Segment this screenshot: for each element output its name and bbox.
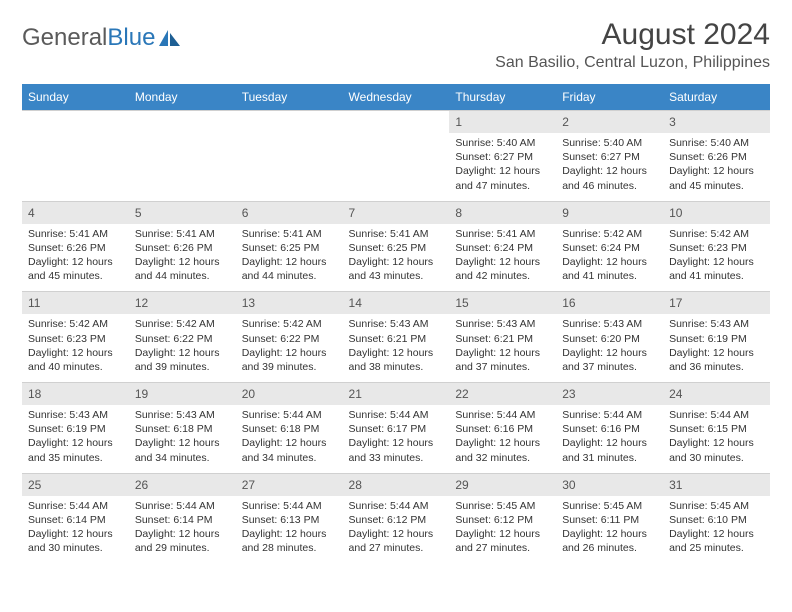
- month-title: August 2024: [495, 18, 770, 52]
- day-body-cell: Sunrise: 5:44 AMSunset: 6:14 PMDaylight:…: [22, 496, 129, 564]
- day-number-row: 18192021222324: [22, 383, 770, 406]
- day-number-cell: 15: [449, 292, 556, 315]
- day-number-cell: 16: [556, 292, 663, 315]
- day-of-week-cell: Monday: [129, 84, 236, 111]
- day-number-cell: 17: [663, 292, 770, 315]
- day-body-cell: [129, 133, 236, 201]
- day-body-cell: Sunrise: 5:45 AMSunset: 6:10 PMDaylight:…: [663, 496, 770, 564]
- day-body-cell: Sunrise: 5:44 AMSunset: 6:17 PMDaylight:…: [343, 405, 450, 473]
- calendar-body: 123Sunrise: 5:40 AMSunset: 6:27 PMDaylig…: [22, 111, 770, 564]
- day-body-cell: Sunrise: 5:44 AMSunset: 6:16 PMDaylight:…: [449, 405, 556, 473]
- day-number-cell: 29: [449, 473, 556, 496]
- day-of-week-cell: Sunday: [22, 84, 129, 111]
- day-body-cell: Sunrise: 5:41 AMSunset: 6:24 PMDaylight:…: [449, 224, 556, 292]
- day-body-row: Sunrise: 5:44 AMSunset: 6:14 PMDaylight:…: [22, 496, 770, 564]
- day-number-cell: 4: [22, 201, 129, 224]
- day-body-cell: Sunrise: 5:41 AMSunset: 6:25 PMDaylight:…: [236, 224, 343, 292]
- logo: GeneralBlue: [22, 24, 181, 52]
- header: GeneralBlue August 2024 San Basilio, Cen…: [22, 18, 770, 72]
- day-body-row: Sunrise: 5:40 AMSunset: 6:27 PMDaylight:…: [22, 133, 770, 201]
- day-body-cell: Sunrise: 5:43 AMSunset: 6:19 PMDaylight:…: [663, 314, 770, 382]
- day-number-cell: 18: [22, 383, 129, 406]
- day-body-cell: Sunrise: 5:45 AMSunset: 6:11 PMDaylight:…: [556, 496, 663, 564]
- day-number-cell: 22: [449, 383, 556, 406]
- day-number-row: 11121314151617: [22, 292, 770, 315]
- day-body-cell: [22, 133, 129, 201]
- day-number-cell: 7: [343, 201, 450, 224]
- day-number-cell: 12: [129, 292, 236, 315]
- day-body-cell: Sunrise: 5:42 AMSunset: 6:22 PMDaylight:…: [236, 314, 343, 382]
- day-number-cell: 20: [236, 383, 343, 406]
- day-number-row: 45678910: [22, 201, 770, 224]
- day-body-cell: Sunrise: 5:44 AMSunset: 6:13 PMDaylight:…: [236, 496, 343, 564]
- day-of-week-cell: Friday: [556, 84, 663, 111]
- day-body-cell: Sunrise: 5:43 AMSunset: 6:21 PMDaylight:…: [343, 314, 450, 382]
- day-number-cell: 6: [236, 201, 343, 224]
- day-number-cell: 9: [556, 201, 663, 224]
- day-number-cell: [236, 111, 343, 134]
- day-number-cell: 26: [129, 473, 236, 496]
- day-number-cell: [22, 111, 129, 134]
- day-number-cell: 14: [343, 292, 450, 315]
- day-body-cell: [236, 133, 343, 201]
- day-number-cell: 23: [556, 383, 663, 406]
- day-body-cell: Sunrise: 5:40 AMSunset: 6:27 PMDaylight:…: [556, 133, 663, 201]
- day-number-cell: [343, 111, 450, 134]
- day-number-cell: 8: [449, 201, 556, 224]
- day-number-cell: 13: [236, 292, 343, 315]
- logo-text: GeneralBlue: [22, 24, 155, 52]
- logo-text-blue: Blue: [107, 24, 155, 51]
- day-number-cell: 24: [663, 383, 770, 406]
- day-body-cell: Sunrise: 5:44 AMSunset: 6:18 PMDaylight:…: [236, 405, 343, 473]
- day-body-cell: Sunrise: 5:41 AMSunset: 6:25 PMDaylight:…: [343, 224, 450, 292]
- day-number-row: 123: [22, 111, 770, 134]
- logo-text-gray: General: [22, 24, 107, 51]
- day-of-week-row: SundayMondayTuesdayWednesdayThursdayFrid…: [22, 84, 770, 111]
- day-number-cell: 2: [556, 111, 663, 134]
- day-number-cell: 27: [236, 473, 343, 496]
- title-block: August 2024 San Basilio, Central Luzon, …: [495, 18, 770, 72]
- day-body-cell: Sunrise: 5:43 AMSunset: 6:21 PMDaylight:…: [449, 314, 556, 382]
- day-body-cell: Sunrise: 5:41 AMSunset: 6:26 PMDaylight:…: [22, 224, 129, 292]
- day-body-cell: Sunrise: 5:44 AMSunset: 6:14 PMDaylight:…: [129, 496, 236, 564]
- day-body-cell: Sunrise: 5:41 AMSunset: 6:26 PMDaylight:…: [129, 224, 236, 292]
- day-number-cell: 5: [129, 201, 236, 224]
- day-body-row: Sunrise: 5:43 AMSunset: 6:19 PMDaylight:…: [22, 405, 770, 473]
- day-of-week-cell: Wednesday: [343, 84, 450, 111]
- day-body-cell: Sunrise: 5:42 AMSunset: 6:24 PMDaylight:…: [556, 224, 663, 292]
- day-of-week-cell: Saturday: [663, 84, 770, 111]
- day-number-cell: 19: [129, 383, 236, 406]
- day-body-cell: Sunrise: 5:43 AMSunset: 6:18 PMDaylight:…: [129, 405, 236, 473]
- day-body-cell: Sunrise: 5:44 AMSunset: 6:16 PMDaylight:…: [556, 405, 663, 473]
- day-number-row: 25262728293031: [22, 473, 770, 496]
- day-body-cell: Sunrise: 5:44 AMSunset: 6:15 PMDaylight:…: [663, 405, 770, 473]
- day-body-cell: [343, 133, 450, 201]
- logo-sail-icon: [159, 30, 181, 46]
- day-number-cell: 10: [663, 201, 770, 224]
- day-of-week-cell: Tuesday: [236, 84, 343, 111]
- day-number-cell: 21: [343, 383, 450, 406]
- day-body-cell: Sunrise: 5:43 AMSunset: 6:20 PMDaylight:…: [556, 314, 663, 382]
- calendar-table: SundayMondayTuesdayWednesdayThursdayFrid…: [22, 84, 770, 563]
- day-body-row: Sunrise: 5:42 AMSunset: 6:23 PMDaylight:…: [22, 314, 770, 382]
- day-of-week-cell: Thursday: [449, 84, 556, 111]
- day-body-cell: Sunrise: 5:40 AMSunset: 6:26 PMDaylight:…: [663, 133, 770, 201]
- day-body-cell: Sunrise: 5:42 AMSunset: 6:23 PMDaylight:…: [22, 314, 129, 382]
- day-number-cell: 30: [556, 473, 663, 496]
- day-body-row: Sunrise: 5:41 AMSunset: 6:26 PMDaylight:…: [22, 224, 770, 292]
- day-body-cell: Sunrise: 5:42 AMSunset: 6:23 PMDaylight:…: [663, 224, 770, 292]
- day-number-cell: 1: [449, 111, 556, 134]
- day-body-cell: Sunrise: 5:45 AMSunset: 6:12 PMDaylight:…: [449, 496, 556, 564]
- day-number-cell: 11: [22, 292, 129, 315]
- day-number-cell: [129, 111, 236, 134]
- day-number-cell: 25: [22, 473, 129, 496]
- day-body-cell: Sunrise: 5:43 AMSunset: 6:19 PMDaylight:…: [22, 405, 129, 473]
- day-number-cell: 28: [343, 473, 450, 496]
- day-number-cell: 31: [663, 473, 770, 496]
- location: San Basilio, Central Luzon, Philippines: [495, 54, 770, 72]
- day-number-cell: 3: [663, 111, 770, 134]
- day-body-cell: Sunrise: 5:44 AMSunset: 6:12 PMDaylight:…: [343, 496, 450, 564]
- day-body-cell: Sunrise: 5:42 AMSunset: 6:22 PMDaylight:…: [129, 314, 236, 382]
- day-body-cell: Sunrise: 5:40 AMSunset: 6:27 PMDaylight:…: [449, 133, 556, 201]
